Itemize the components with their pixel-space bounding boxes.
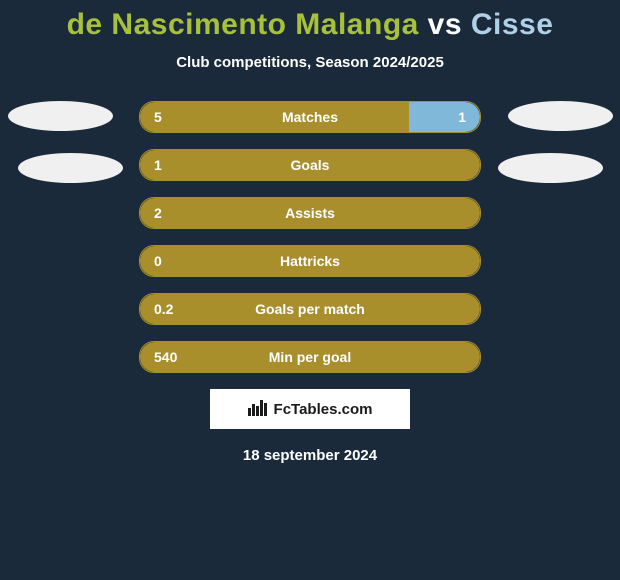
- player-photo-slot: [498, 153, 603, 183]
- stat-label: Goals per match: [140, 294, 480, 324]
- stat-label: Matches: [140, 102, 480, 132]
- bar-chart-icon: [248, 398, 268, 421]
- title-player-left: de Nascimento Malanga: [67, 8, 419, 41]
- player-photo-slot: [18, 153, 123, 183]
- stat-row: 51Matches: [139, 101, 481, 133]
- date-text: 18 september 2024: [0, 447, 620, 464]
- stat-label: Hattricks: [140, 246, 480, 276]
- subtitle: Club competitions, Season 2024/2025: [0, 54, 620, 71]
- stats-area: 51Matches 1Goals 2Assists 0Hattricks 0.2Goal…: [0, 101, 620, 373]
- player-photo-slot: [508, 101, 613, 131]
- chart-container: de Nascimento Malanga vs Cisse Club comp…: [0, 8, 620, 580]
- page-title: de Nascimento Malanga vs Cisse: [0, 8, 620, 42]
- stat-label: Goals: [140, 150, 480, 180]
- watermark-text: FcTables.com: [274, 401, 373, 418]
- stat-row: 1Goals: [139, 149, 481, 181]
- stat-label: Min per goal: [140, 342, 480, 372]
- stat-row: 2Assists: [139, 197, 481, 229]
- stat-row: 0Hattricks: [139, 245, 481, 277]
- title-player-right: Cisse: [471, 8, 554, 41]
- stat-label: Assists: [140, 198, 480, 228]
- stat-row: 0.2Goals per match: [139, 293, 481, 325]
- stat-row: 540Min per goal: [139, 341, 481, 373]
- watermark: FcTables.com: [210, 389, 410, 429]
- player-photo-slot: [8, 101, 113, 131]
- title-vs: vs: [419, 8, 471, 41]
